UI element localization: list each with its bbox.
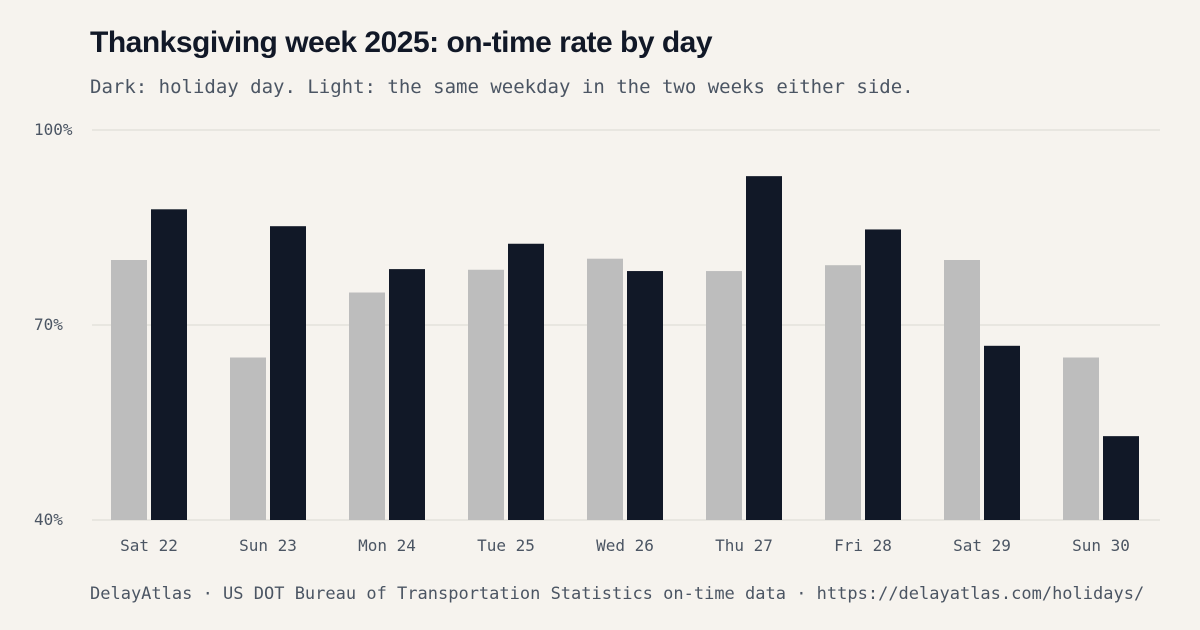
x-tick-label: Wed 26: [596, 536, 654, 555]
holiday-bar: [1103, 436, 1139, 520]
x-tick-label: Sat 29: [953, 536, 1011, 555]
source-footer: DelayAtlas · US DOT Bureau of Transporta…: [90, 584, 1145, 604]
y-tick-label: 100%: [34, 120, 73, 139]
baseline-bar: [706, 271, 742, 520]
y-tick-label: 40%: [34, 510, 63, 529]
x-tick-label: Sun 23: [239, 536, 297, 555]
x-tick-label: Sat 22: [120, 536, 178, 555]
baseline-bar: [825, 265, 861, 520]
x-tick-label: Sun 30: [1072, 536, 1130, 555]
holiday-bar: [508, 243, 544, 520]
holiday-bar: [151, 209, 187, 521]
y-tick-label: 70%: [34, 315, 63, 334]
baseline-bar: [944, 260, 980, 520]
holiday-bar: [746, 176, 782, 520]
holiday-bar: [389, 269, 425, 520]
baseline-bar: [111, 260, 147, 520]
holiday-bar: [865, 229, 901, 520]
holiday-bar: [984, 345, 1020, 520]
chart-title: Thanksgiving week 2025: on-time rate by …: [90, 26, 713, 59]
holiday-bar: [270, 226, 306, 520]
baseline-bar: [468, 269, 504, 520]
chart-subtitle: Dark: holiday day. Light: the same weekd…: [90, 76, 914, 98]
baseline-bar: [587, 258, 623, 520]
x-axis-labels: Sat 22 Sun 23 Mon 24 Tue 25 Wed 26 Thu 27 Fri …: [120, 536, 1130, 555]
x-tick-label: Thu 27: [715, 536, 773, 555]
baseline-bar: [349, 292, 385, 520]
x-tick-label: Mon 24: [358, 536, 416, 555]
baseline-bar: [230, 357, 266, 520]
x-tick-label: Tue 25: [477, 536, 535, 555]
x-tick-label: Fri 28: [834, 536, 892, 555]
y-axis-labels: 40% 70% 100%: [34, 120, 73, 529]
bars: [111, 176, 1139, 521]
baseline-bar: [1063, 357, 1099, 520]
holiday-bar: [627, 271, 663, 520]
